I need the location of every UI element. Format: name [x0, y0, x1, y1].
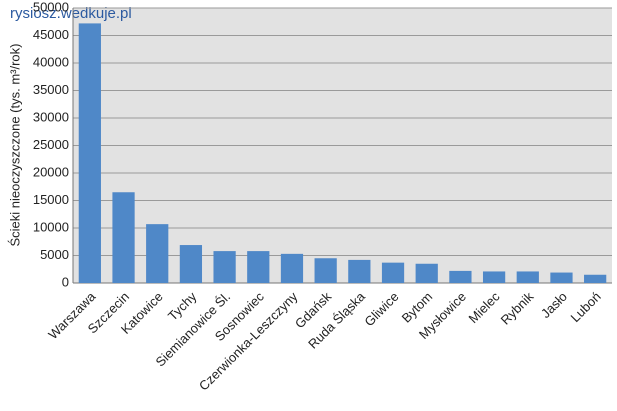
bar [381, 262, 405, 283]
x-tick-label: Luboń [568, 289, 604, 325]
bar [348, 259, 371, 283]
y-tick-label: 45000 [33, 27, 69, 42]
bar [247, 251, 270, 283]
watermark: rysiosz.wedkuje.pl [10, 5, 132, 22]
bar [280, 253, 304, 283]
x-tick-label: Mielec [465, 289, 503, 327]
x-tick-label: Warszawa [45, 288, 99, 342]
bar [482, 271, 506, 283]
bar [146, 224, 169, 283]
bar [78, 23, 101, 284]
y-tick-label: 30000 [33, 109, 69, 124]
y-tick-label: 25000 [33, 137, 69, 152]
y-axis-label: Ścieki nieoczyszczone (tys. m³/rok) [7, 44, 22, 247]
y-tick-label: 0 [62, 274, 69, 289]
y-tick-label: 10000 [33, 219, 69, 234]
x-tick-label: Jasło [538, 289, 570, 321]
y-tick-label: 35000 [33, 82, 69, 97]
y-tick-label: 5000 [40, 247, 69, 262]
bar [516, 271, 539, 283]
bar [314, 258, 337, 283]
bar [112, 192, 135, 283]
bar [179, 245, 203, 283]
bar [415, 263, 438, 283]
y-tick-label: 40000 [33, 54, 69, 69]
y-tick-label: 15000 [33, 192, 69, 207]
y-tick-label: 50000 [33, 0, 69, 14]
bar [449, 270, 472, 283]
y-tick-label: 20000 [33, 164, 69, 179]
bar [550, 272, 573, 283]
x-tick-label: Rybnik [498, 289, 537, 328]
bar [213, 251, 236, 283]
bar [584, 274, 607, 283]
x-tick-label: Gliwice [361, 289, 401, 329]
